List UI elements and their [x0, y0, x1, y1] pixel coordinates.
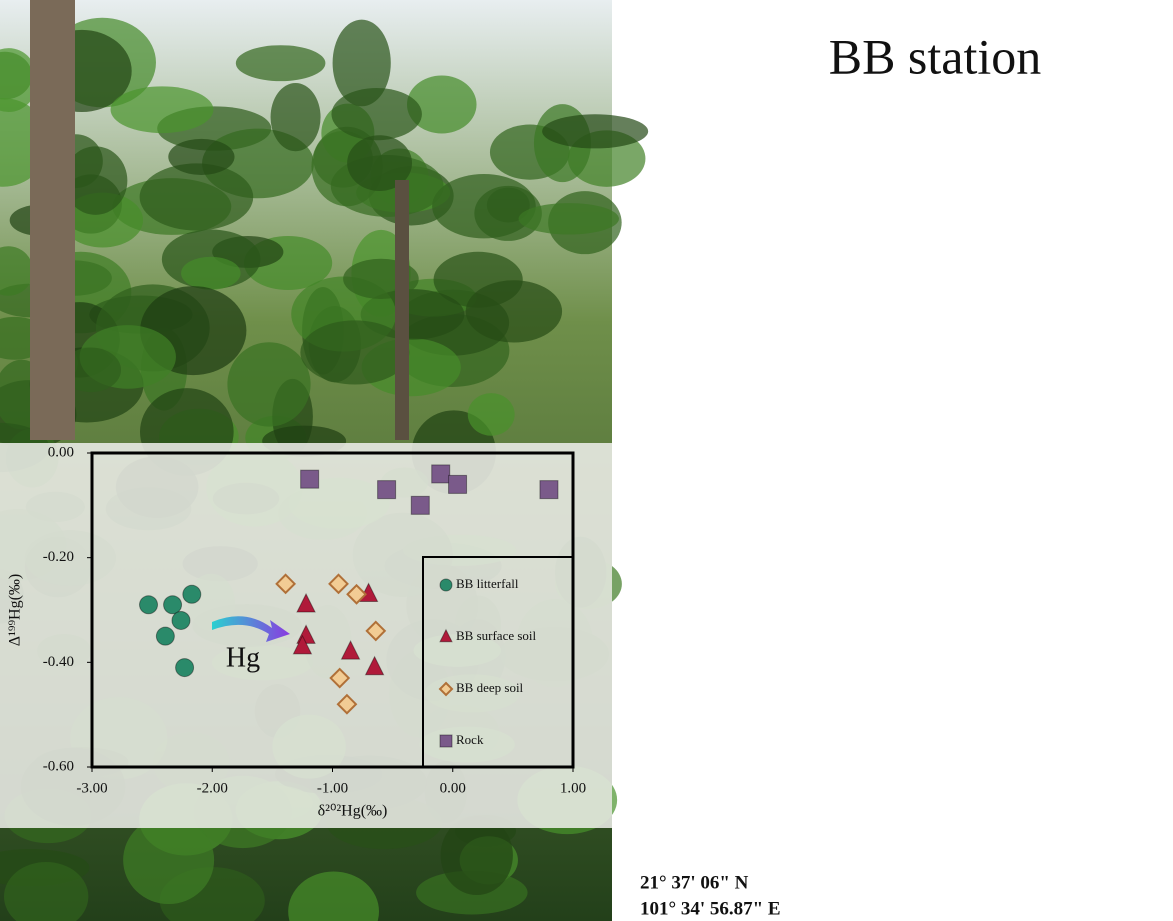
- foliage: [111, 86, 214, 133]
- legend-swatch: [440, 735, 452, 747]
- foliage: [432, 174, 536, 238]
- y-tick-label: -0.20: [43, 549, 74, 565]
- x-tick-label: -1.00: [317, 780, 348, 796]
- tree-trunk: [30, 0, 75, 440]
- y-tick-label: -0.40: [43, 654, 74, 670]
- legend-label: BB surface soil: [456, 628, 537, 643]
- foliage: [168, 139, 234, 175]
- point: [172, 611, 190, 629]
- foliage: [236, 45, 326, 81]
- foliage: [468, 393, 515, 436]
- y-axis-label: Δ¹⁹⁹Hg(‰): [7, 574, 24, 646]
- point: [164, 596, 182, 614]
- figure: 6006156306456606756907050204060801001200…: [0, 0, 1173, 921]
- annotation: Hg: [226, 642, 260, 673]
- longitude: 101° 34' 56.87" E: [640, 898, 781, 919]
- point: [140, 596, 158, 614]
- foliage: [271, 83, 321, 151]
- point: [411, 496, 429, 514]
- point: [301, 470, 319, 488]
- legend-label: Rock: [456, 732, 484, 747]
- point: [432, 465, 450, 483]
- point: [540, 481, 558, 499]
- latitude: 21° 37' 06" N: [640, 872, 749, 893]
- foliage: [519, 203, 619, 234]
- tree-trunk: [395, 180, 409, 440]
- title: BB station: [829, 28, 1042, 84]
- legend-label: BB litterfall: [456, 576, 519, 591]
- foliage: [181, 257, 240, 290]
- foliage: [542, 114, 648, 148]
- foliage: [333, 20, 391, 107]
- legend-swatch: [440, 579, 452, 591]
- x-tick-label: -2.00: [197, 780, 228, 796]
- y-tick-label: 0.00: [48, 444, 74, 460]
- legend-label: BB deep soil: [456, 680, 524, 695]
- point: [183, 585, 201, 603]
- point: [176, 659, 194, 677]
- x-tick-label: 1.00: [560, 780, 586, 796]
- point: [378, 481, 396, 499]
- x-tick-label: 0.00: [440, 780, 466, 796]
- point: [449, 475, 467, 493]
- y-tick-label: -0.60: [43, 758, 74, 774]
- foliage: [300, 320, 409, 384]
- x-tick-label: -3.00: [76, 780, 107, 796]
- point: [156, 627, 174, 645]
- x-axis-label: δ²⁰²Hg(‰): [318, 803, 388, 820]
- foliage: [227, 342, 310, 426]
- foliage: [466, 280, 562, 342]
- foliage: [123, 816, 214, 904]
